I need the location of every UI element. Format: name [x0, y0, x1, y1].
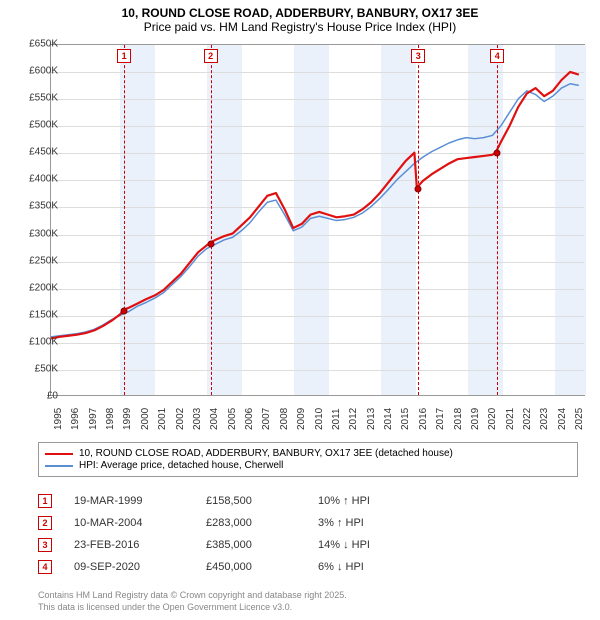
y-axis-label: £450K [29, 147, 58, 158]
y-axis-label: £50K [35, 363, 58, 374]
y-axis-label: £350K [29, 201, 58, 212]
x-axis-label: 2000 [140, 408, 151, 430]
x-axis-label: 2017 [435, 408, 446, 430]
x-axis-label: 2014 [383, 408, 394, 430]
x-axis-label: 2003 [192, 408, 203, 430]
sale-marker-dot [207, 240, 214, 247]
x-axis-label: 2015 [400, 408, 411, 430]
legend: 10, ROUND CLOSE ROAD, ADDERBURY, BANBURY… [38, 442, 578, 477]
y-axis-label: £550K [29, 93, 58, 104]
x-axis-label: 2012 [348, 408, 359, 430]
sale-marker-line [211, 45, 212, 395]
x-axis-label: 2019 [470, 408, 481, 430]
legend-swatch-property [45, 453, 73, 455]
sales-row: 1 19-MAR-1999 £158,500 10% ↑ HPI [38, 490, 578, 512]
x-axis-label: 1999 [122, 408, 133, 430]
y-axis-label: £500K [29, 120, 58, 131]
sale-delta: 10% ↑ HPI [318, 495, 370, 507]
x-axis-label: 1996 [70, 408, 81, 430]
sale-marker-dot [494, 150, 501, 157]
sale-delta: 3% ↑ HPI [318, 517, 364, 529]
sale-marker-dot [415, 185, 422, 192]
x-axis-label: 2008 [279, 408, 290, 430]
legend-swatch-hpi [45, 465, 73, 467]
x-axis-label: 2006 [244, 408, 255, 430]
x-axis-label: 2007 [261, 408, 272, 430]
x-axis-label: 2023 [539, 408, 550, 430]
x-axis-label: 1995 [53, 408, 64, 430]
x-axis-label: 2013 [366, 408, 377, 430]
x-axis-label: 2024 [557, 408, 568, 430]
license-text: Contains HM Land Registry data © Crown c… [38, 590, 347, 613]
sale-price: £450,000 [206, 561, 296, 573]
x-axis-label: 2025 [574, 408, 585, 430]
license-line-2: This data is licensed under the Open Gov… [38, 602, 347, 614]
y-axis-label: £400K [29, 174, 58, 185]
sale-price: £158,500 [206, 495, 296, 507]
y-axis-label: £250K [29, 255, 58, 266]
x-axis-label: 2022 [522, 408, 533, 430]
sale-delta: 14% ↓ HPI [318, 539, 370, 551]
y-axis-label: £300K [29, 228, 58, 239]
x-axis-label: 2021 [505, 408, 516, 430]
sale-marker-line [124, 45, 125, 395]
legend-row-hpi: HPI: Average price, detached house, Cher… [45, 460, 571, 471]
y-axis-label: £0 [47, 391, 58, 402]
sale-marker-flag: 2 [204, 49, 218, 63]
sale-marker-flag: 1 [117, 49, 131, 63]
sale-price: £283,000 [206, 517, 296, 529]
sale-marker-line [418, 45, 419, 395]
x-axis-label: 2001 [157, 408, 168, 430]
legend-label-property: 10, ROUND CLOSE ROAD, ADDERBURY, BANBURY… [79, 448, 453, 459]
x-axis-label: 2004 [209, 408, 220, 430]
x-axis-label: 2009 [296, 408, 307, 430]
chart-series-svg [51, 45, 584, 395]
legend-row-property: 10, ROUND CLOSE ROAD, ADDERBURY, BANBURY… [45, 448, 571, 459]
license-line-1: Contains HM Land Registry data © Crown c… [38, 590, 347, 602]
series-line-property [51, 72, 579, 339]
sale-date: 23-FEB-2016 [74, 539, 184, 551]
sale-price: £385,000 [206, 539, 296, 551]
x-axis-label: 2016 [418, 408, 429, 430]
sale-marker-line [497, 45, 498, 395]
sale-marker-flag: 3 [411, 49, 425, 63]
x-axis-label: 1997 [88, 408, 99, 430]
x-axis-label: 2002 [175, 408, 186, 430]
sale-date: 10-MAR-2004 [74, 517, 184, 529]
sale-flag: 4 [38, 560, 52, 574]
sale-delta: 6% ↓ HPI [318, 561, 364, 573]
y-axis-label: £100K [29, 336, 58, 347]
sale-date: 09-SEP-2020 [74, 561, 184, 573]
chart-title: 10, ROUND CLOSE ROAD, ADDERBURY, BANBURY… [0, 0, 600, 36]
y-axis-label: £200K [29, 282, 58, 293]
legend-label-hpi: HPI: Average price, detached house, Cher… [79, 460, 283, 471]
title-line-2: Price paid vs. HM Land Registry's House … [0, 20, 600, 34]
y-axis-label: £600K [29, 66, 58, 77]
chart-plot-area: 1 2 3 4 [50, 44, 585, 396]
x-axis-label: 2010 [314, 408, 325, 430]
x-axis-label: 2018 [453, 408, 464, 430]
sales-row: 3 23-FEB-2016 £385,000 14% ↓ HPI [38, 534, 578, 556]
sale-marker-dot [121, 308, 128, 315]
sale-flag: 2 [38, 516, 52, 530]
x-axis-label: 2011 [331, 408, 342, 430]
y-axis-label: £150K [29, 309, 58, 320]
sales-row: 2 10-MAR-2004 £283,000 3% ↑ HPI [38, 512, 578, 534]
x-axis-label: 2005 [227, 408, 238, 430]
sales-row: 4 09-SEP-2020 £450,000 6% ↓ HPI [38, 556, 578, 578]
sale-flag: 3 [38, 538, 52, 552]
x-axis-label: 1998 [105, 408, 116, 430]
sales-table: 1 19-MAR-1999 £158,500 10% ↑ HPI 2 10-MA… [38, 490, 578, 578]
x-axis-label: 2020 [487, 408, 498, 430]
title-line-1: 10, ROUND CLOSE ROAD, ADDERBURY, BANBURY… [0, 6, 600, 20]
sale-flag: 1 [38, 494, 52, 508]
sale-marker-flag: 4 [490, 49, 504, 63]
sale-date: 19-MAR-1999 [74, 495, 184, 507]
y-axis-label: £650K [29, 39, 58, 50]
series-line-hpi [51, 84, 579, 337]
